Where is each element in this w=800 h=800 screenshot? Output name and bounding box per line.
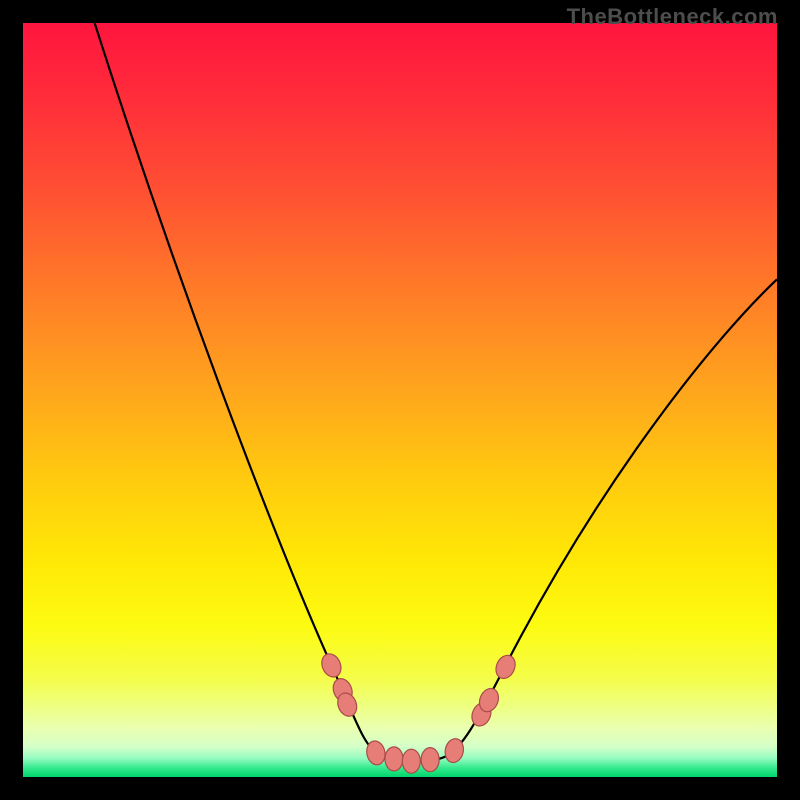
gradient-background (23, 23, 777, 777)
data-marker (402, 749, 420, 773)
data-marker (385, 747, 403, 771)
watermark-text: TheBottleneck.com (567, 4, 778, 30)
data-marker (421, 748, 439, 772)
plot-area (23, 23, 777, 777)
chart-svg (23, 23, 777, 777)
chart-container: TheBottleneck.com (0, 0, 800, 800)
